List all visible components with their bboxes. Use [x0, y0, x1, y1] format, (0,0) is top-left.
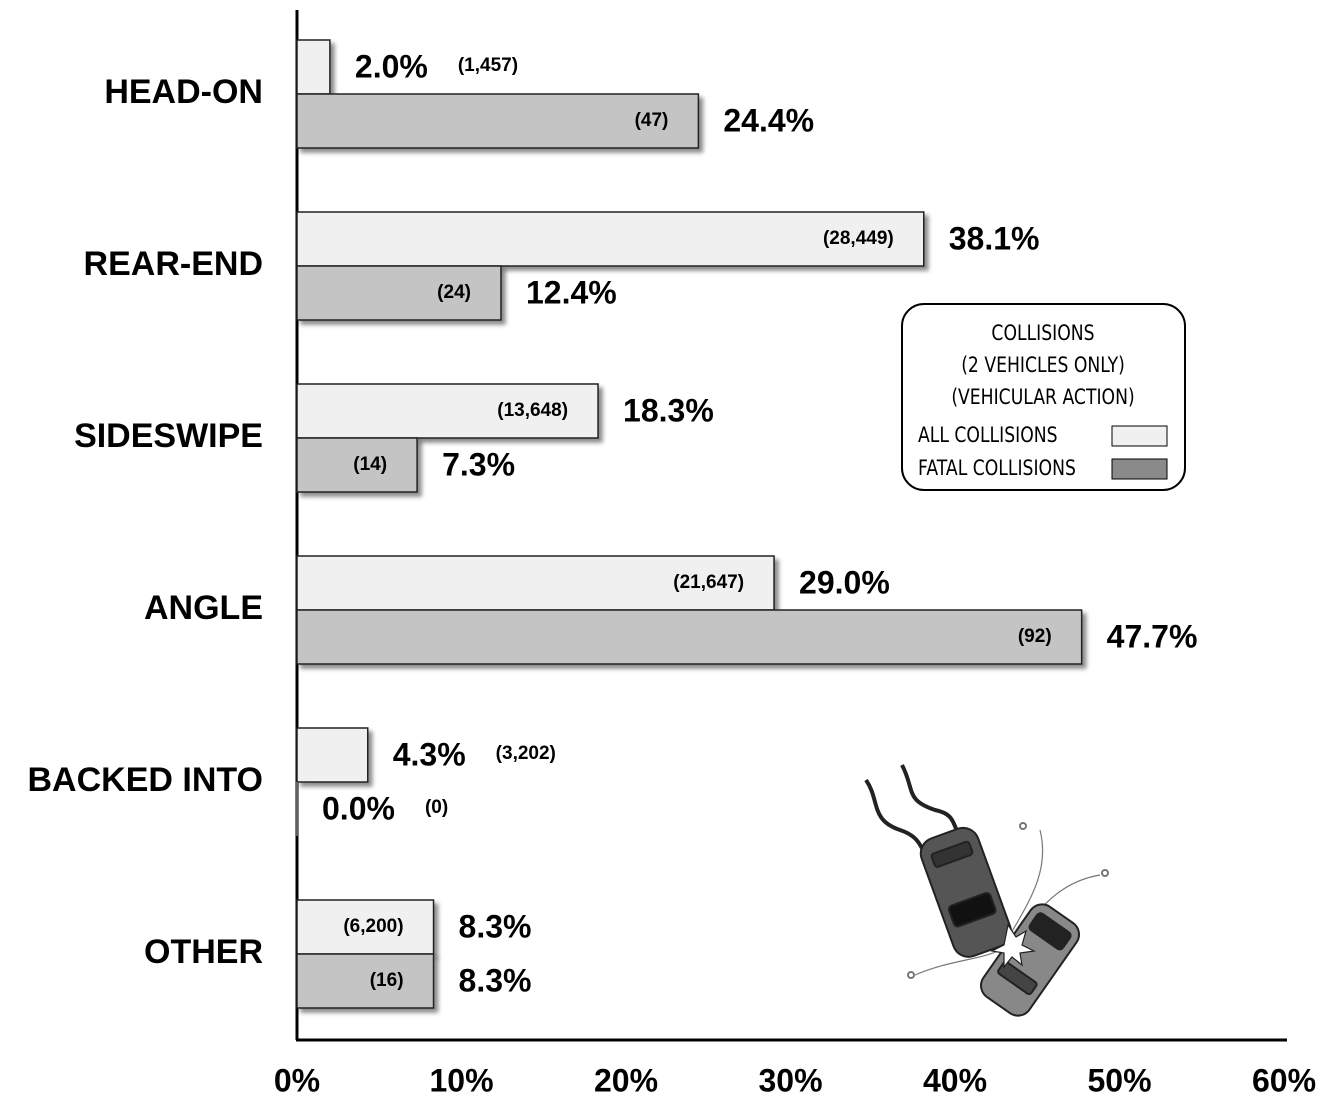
value-label: 18.3%	[623, 392, 714, 428]
x-tick-label: 0%	[274, 1062, 320, 1098]
value-label: 24.4%	[723, 102, 814, 138]
value-label: 7.3%	[442, 446, 515, 482]
value-label: 8.3%	[459, 908, 532, 944]
value-label: 12.4%	[526, 274, 617, 310]
legend-title: (VEHICULAR ACTION)	[951, 384, 1134, 409]
y-tick-label: OTHER	[144, 933, 263, 971]
bar	[296, 265, 502, 321]
legend-label: ALL COLLISIONS	[918, 422, 1058, 447]
count-label: (21,647)	[673, 572, 744, 593]
count-label: (0)	[425, 797, 448, 818]
legend-label: FATAL COLLISIONS	[918, 455, 1076, 480]
value-label: 4.3%	[393, 736, 466, 772]
legend-title: (2 VEHICLES ONLY)	[961, 352, 1125, 377]
legend-swatch	[1111, 425, 1168, 447]
value-label: 2.0%	[355, 48, 428, 84]
count-label: (92)	[1018, 626, 1052, 647]
bar	[296, 383, 599, 439]
count-label: (47)	[635, 110, 669, 131]
x-tick-label: 10%	[429, 1062, 493, 1098]
count-label: (14)	[353, 454, 387, 475]
y-tick-label: BACKED INTO	[28, 761, 264, 799]
y-tick-label: SIDESWIPE	[74, 417, 263, 455]
bar	[296, 953, 435, 1009]
bar	[296, 93, 700, 149]
legend-title: COLLISIONS	[991, 320, 1094, 345]
crash-illustration	[864, 764, 1109, 1017]
count-label: (24)	[437, 282, 471, 303]
bar	[296, 727, 369, 783]
x-tick-label: 30%	[758, 1062, 822, 1098]
count-label: (6,200)	[343, 916, 403, 937]
count-label: (16)	[370, 970, 404, 991]
count-label: (13,648)	[497, 400, 568, 421]
value-label: 47.7%	[1107, 618, 1198, 654]
y-tick-label: ANGLE	[144, 589, 263, 627]
value-label: 0.0%	[322, 790, 395, 826]
x-tick-label: 20%	[594, 1062, 658, 1098]
bar	[296, 437, 418, 493]
value-label: 29.0%	[799, 564, 890, 600]
count-label: (28,449)	[823, 228, 894, 249]
value-label: 38.1%	[949, 220, 1040, 256]
count-label: (1,457)	[458, 55, 518, 76]
x-tick-label: 40%	[923, 1062, 987, 1098]
x-tick-label: 60%	[1252, 1062, 1316, 1098]
y-tick-label: HEAD-ON	[104, 73, 263, 111]
x-tick-label: 50%	[1087, 1062, 1151, 1098]
y-tick-label: REAR-END	[84, 245, 263, 283]
value-label: 8.3%	[459, 962, 532, 998]
bar	[296, 39, 331, 95]
count-label: (3,202)	[496, 743, 556, 764]
bar	[296, 899, 435, 955]
legend-swatch	[1111, 458, 1168, 480]
bar	[296, 211, 925, 267]
bar	[296, 555, 775, 611]
bar	[296, 609, 1083, 665]
